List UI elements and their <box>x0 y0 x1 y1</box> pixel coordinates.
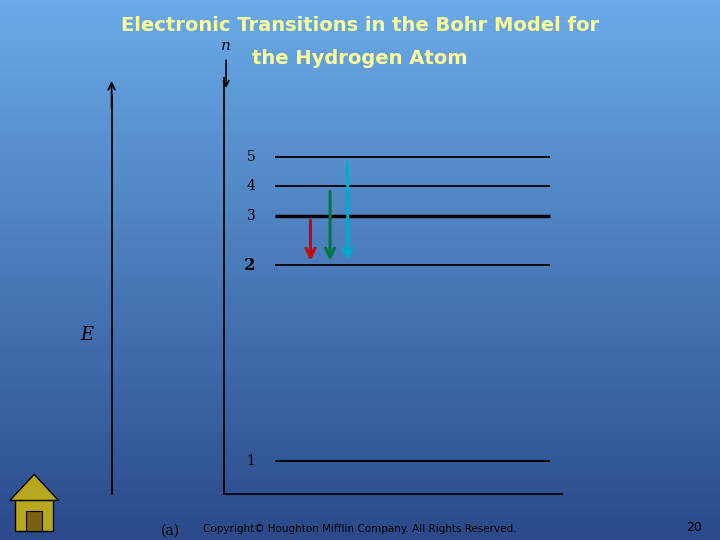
Text: the Hydrogen Atom: the Hydrogen Atom <box>252 49 468 68</box>
Polygon shape <box>10 474 58 501</box>
Polygon shape <box>26 511 42 531</box>
Text: n: n <box>221 39 231 53</box>
Text: Electronic Transitions in the Bohr Model for: Electronic Transitions in the Bohr Model… <box>121 16 599 35</box>
Text: E: E <box>80 326 93 344</box>
Text: 3: 3 <box>247 208 256 222</box>
Text: 1: 1 <box>247 454 256 468</box>
Text: (a): (a) <box>161 523 181 537</box>
Text: 20: 20 <box>686 521 702 534</box>
Text: Copyright© Houghton Mifflin Company. All Rights Reserved.: Copyright© Houghton Mifflin Company. All… <box>203 523 517 534</box>
Text: 2: 2 <box>244 257 256 274</box>
Polygon shape <box>15 501 53 531</box>
Text: 4: 4 <box>247 179 256 193</box>
Text: 5: 5 <box>247 150 256 164</box>
